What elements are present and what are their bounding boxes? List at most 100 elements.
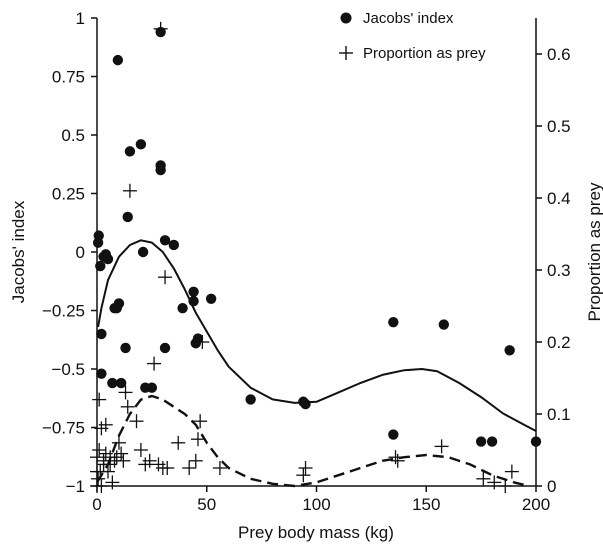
y-left-tick-label: 0.75 [52, 68, 85, 87]
point-proportion-as-prey [111, 435, 126, 450]
point-proportion-as-prey [133, 443, 148, 457]
point-proportion-as-prey [296, 468, 311, 483]
y-right-tick-label: 0.6 [547, 45, 571, 64]
y-right-tick-label: 0.1 [547, 405, 571, 424]
x-tick-label: 100 [302, 495, 330, 514]
point-proportion-as-prey [195, 335, 210, 349]
y-left-tick-label: −0.25 [42, 302, 85, 321]
point-jacobs-index [96, 368, 107, 379]
point-proportion-as-prey [434, 439, 449, 454]
point-proportion-as-prey [118, 385, 133, 400]
point-jacobs-index [93, 230, 104, 241]
point-jacobs-index [245, 394, 256, 405]
point-jacobs-index [159, 235, 171, 246]
y-left-tick-label: −0.75 [42, 419, 85, 438]
data-points [90, 21, 542, 493]
fitted-curves [95, 239, 537, 488]
point-proportion-as-prey [476, 471, 491, 486]
y-axis-right-title: Proportion as prey [585, 182, 603, 321]
point-jacobs-index [486, 436, 498, 447]
point-jacobs-index [177, 302, 188, 314]
point-jacobs-index [124, 146, 136, 157]
point-proportion-as-prey [91, 471, 106, 486]
y-left-tick-label: 0.5 [61, 126, 85, 145]
y-left-tick-label: −1 [66, 477, 85, 496]
point-proportion-as-prey [188, 453, 203, 468]
legend-marker-jacobs-index [340, 12, 352, 24]
legend-label-jacobs-index: Jacobs' index [363, 10, 454, 27]
point-jacobs-index [96, 328, 107, 340]
point-jacobs-index [155, 160, 166, 171]
point-proportion-as-prey [92, 443, 107, 457]
point-proportion-as-prey [147, 356, 162, 371]
point-jacobs-index [115, 377, 127, 389]
point-proportion-as-prey [160, 461, 175, 475]
point-jacobs-index [388, 429, 399, 440]
y-right-tick-label: 0 [547, 477, 556, 496]
point-proportion-as-prey [153, 21, 168, 36]
y-axis-left-title: Jacobs' index [9, 200, 28, 303]
x-tick-label: 200 [522, 495, 550, 514]
fitted-curve-proportion-dashed [95, 394, 530, 488]
point-proportion-as-prey [390, 453, 405, 468]
point-proportion-as-prey [487, 475, 502, 490]
point-proportion-as-prey [212, 461, 227, 475]
point-proportion-as-prey [190, 432, 205, 447]
point-proportion-as-prey [171, 435, 186, 450]
point-proportion-as-prey [193, 414, 208, 429]
point-proportion-as-prey [142, 453, 157, 468]
point-proportion-as-prey [116, 453, 131, 468]
y-right-ticks: 0 0.1 0.2 0.3 0.4 0.5 0.6 [536, 45, 571, 496]
legend-label-proportion-as-prey: Proportion as prey [363, 45, 486, 62]
point-jacobs-index [504, 345, 515, 356]
point-jacobs-index [112, 54, 124, 66]
point-jacobs-index [102, 253, 114, 265]
x-ticks: 0 50 100 150 200 [92, 486, 550, 514]
point-jacobs-index [190, 338, 201, 349]
point-proportion-as-prey [504, 464, 519, 479]
y-left-ticks: −1 −0.75 −0.5 −0.25 0 0.25 0.5 0.75 1 [42, 9, 97, 496]
x-tick-label: 50 [197, 495, 216, 514]
y-right-tick-label: 0.2 [547, 333, 571, 352]
point-jacobs-index [438, 319, 450, 330]
point-jacobs-index [146, 382, 158, 393]
point-jacobs-index [137, 246, 149, 258]
point-jacobs-index [122, 211, 133, 223]
point-jacobs-index [168, 239, 180, 251]
point-proportion-as-prey [182, 461, 197, 475]
point-proportion-as-prey [122, 183, 137, 198]
x-tick-label: 150 [412, 495, 440, 514]
y-left-tick-label: −0.5 [51, 360, 85, 379]
point-jacobs-index [159, 342, 171, 354]
point-jacobs-index [388, 317, 399, 328]
point-proportion-as-prey [98, 417, 113, 432]
point-jacobs-index [475, 436, 487, 447]
point-jacobs-index [120, 342, 131, 354]
y-right-tick-label: 0.3 [547, 261, 571, 280]
point-proportion-as-prey [129, 414, 144, 429]
point-jacobs-index [113, 298, 125, 309]
point-proportion-as-prey [92, 392, 107, 407]
point-jacobs-index [205, 293, 217, 304]
y-right-tick-label: 0.5 [547, 117, 571, 136]
point-jacobs-index [188, 295, 199, 307]
x-tick-label: 0 [92, 495, 101, 514]
fitted-curve-jacobs-solid [97, 239, 537, 432]
legend: Jacobs' index Proportion as prey [339, 10, 486, 62]
y-left-tick-label: 1 [76, 9, 85, 28]
point-jacobs-index [107, 377, 118, 389]
point-jacobs-index [135, 139, 147, 150]
point-proportion-as-prey [298, 461, 313, 475]
point-proportion-as-prey [100, 464, 115, 479]
y-left-tick-label: 0.25 [52, 185, 85, 204]
point-proportion-as-prey [105, 475, 120, 490]
point-jacobs-index [188, 286, 199, 297]
y-left-tick-label: 0 [76, 243, 85, 262]
x-axis-title: Prey body mass (kg) [238, 523, 394, 542]
point-jacobs-index [300, 398, 311, 410]
point-proportion-as-prey [114, 446, 129, 461]
point-proportion-as-prey [388, 450, 403, 465]
point-proportion-as-prey [120, 399, 135, 414]
point-proportion-as-prey [158, 270, 173, 285]
